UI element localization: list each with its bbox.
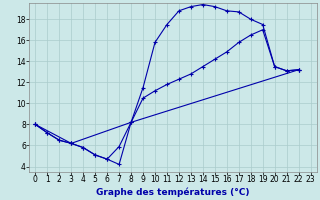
X-axis label: Graphe des températures (°C): Graphe des températures (°C)	[96, 187, 250, 197]
